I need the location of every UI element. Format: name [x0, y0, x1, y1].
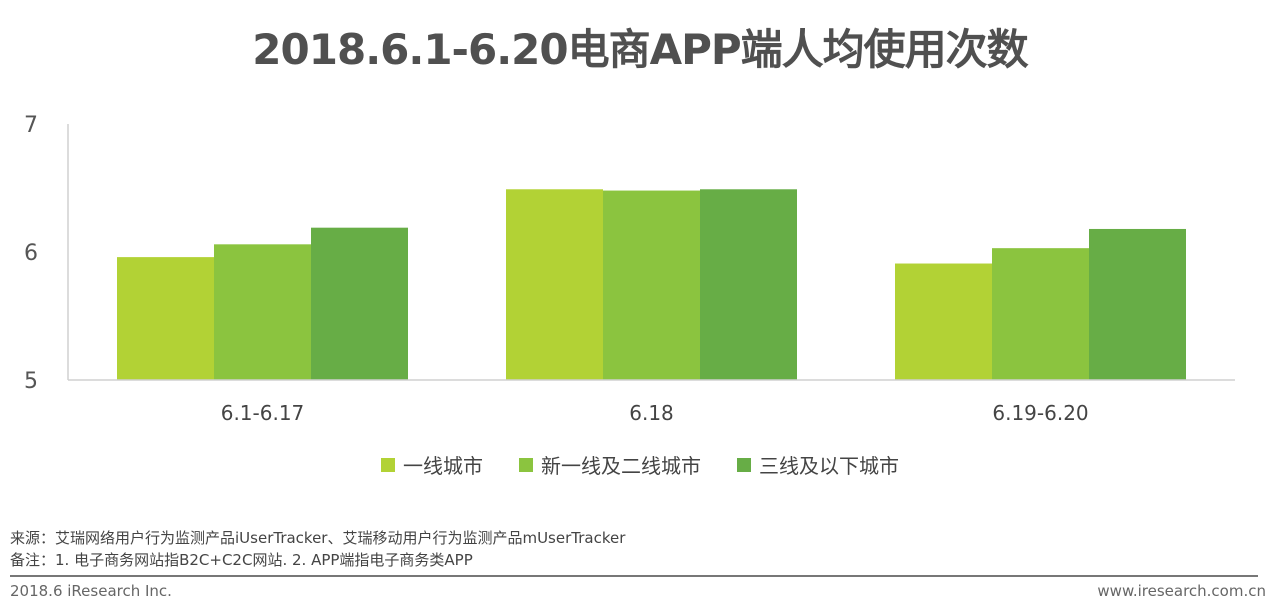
legend-item: 一线城市 — [381, 450, 483, 479]
source-note: 来源：艾瑞网络用户行为监测产品iUserTracker、艾瑞移动用户行为监测产品… — [10, 529, 626, 547]
legend: 一线城市 新一线及二线城市 三线及以下城市 — [0, 450, 1280, 479]
footer-divider — [10, 575, 1258, 577]
legend-label: 一线城市 — [403, 454, 483, 478]
legend-swatch — [381, 457, 395, 472]
copyright: 2018.6 iResearch Inc. — [10, 582, 172, 600]
x-tick-label: 6.1-6.17 — [221, 401, 305, 425]
legend-item: 三线及以下城市 — [737, 450, 899, 479]
x-tick-label: 6.18 — [629, 401, 674, 425]
bar-3-1 — [311, 227, 408, 380]
bar-3-3 — [1089, 228, 1186, 380]
bar-2-1 — [214, 244, 311, 380]
bar-1-1 — [117, 257, 214, 380]
x-tick-label: 6.19-6.20 — [992, 401, 1088, 425]
bar-3-2 — [700, 189, 797, 380]
bar-chart: 5 6 7 6.1-6.17 6.18 6.19-6.20 — [24, 113, 1235, 425]
legend-label: 三线及以下城市 — [759, 454, 899, 478]
legend-swatch — [519, 457, 533, 472]
legend-label: 新一线及二线城市 — [541, 454, 701, 478]
bar-1-2 — [506, 189, 603, 380]
legend-swatch — [737, 457, 751, 472]
y-tick-label: 6 — [24, 241, 38, 266]
y-tick-label: 7 — [24, 113, 38, 138]
website-link[interactable]: www.iresearch.com.cn — [1097, 582, 1266, 600]
remark-note: 备注：1. 电子商务网站指B2C+C2C网站. 2. APP端指电子商务类APP — [10, 551, 473, 569]
bar-1-3 — [895, 263, 992, 380]
legend-item: 新一线及二线城市 — [519, 450, 701, 479]
bar-2-2 — [603, 190, 700, 380]
chart-title: 2018.6.1-6.20电商APP端人均使用次数 — [252, 25, 1028, 74]
bar-2-3 — [992, 248, 1089, 380]
y-tick-label: 5 — [24, 369, 38, 394]
